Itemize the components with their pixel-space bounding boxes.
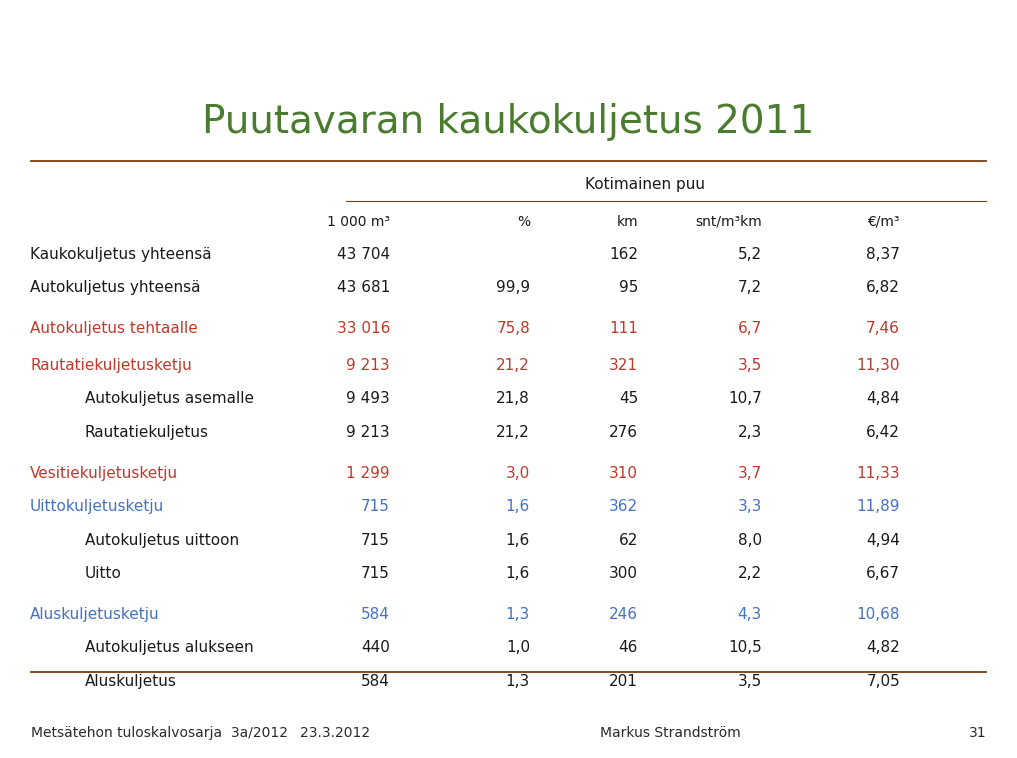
Text: 1,3: 1,3 [505, 674, 530, 688]
Text: Aluskuljetus: Aluskuljetus [85, 674, 177, 688]
Text: 3,7: 3,7 [737, 465, 762, 481]
Text: 1,6: 1,6 [505, 566, 530, 581]
Text: www.metsateho.fi: www.metsateho.fi [853, 24, 992, 39]
Text: 362: 362 [609, 499, 638, 514]
Polygon shape [33, 52, 45, 64]
Text: Autokuljetus tehtaalle: Autokuljetus tehtaalle [29, 321, 197, 336]
Text: snt/m³km: snt/m³km [696, 215, 762, 229]
Text: 1,0: 1,0 [505, 641, 530, 655]
Text: Markus Strandström: Markus Strandström [600, 726, 740, 740]
Text: Autokuljetus asemalle: Autokuljetus asemalle [85, 391, 254, 406]
Text: %: % [517, 215, 530, 229]
Text: 21,2: 21,2 [496, 358, 530, 373]
Text: 11,33: 11,33 [856, 465, 900, 481]
Polygon shape [16, 3, 61, 56]
Text: €/m³: €/m³ [868, 215, 900, 229]
Text: 1 299: 1 299 [347, 465, 390, 481]
Text: 21,8: 21,8 [496, 391, 530, 406]
Text: 300: 300 [609, 566, 638, 581]
Text: Rautatiekuljetus: Rautatiekuljetus [85, 425, 210, 440]
Text: 3,5: 3,5 [737, 358, 762, 373]
Text: Autokuljetus uittoon: Autokuljetus uittoon [85, 533, 239, 547]
Text: 584: 584 [361, 606, 390, 622]
Text: 440: 440 [361, 641, 390, 655]
Text: 6,7: 6,7 [737, 321, 762, 336]
Text: 1 000 m³: 1 000 m³ [327, 215, 390, 229]
Text: 201: 201 [609, 674, 638, 688]
Text: Autokuljetus yhteensä: Autokuljetus yhteensä [29, 280, 200, 295]
Text: 4,3: 4,3 [737, 606, 762, 622]
Text: 8,0: 8,0 [738, 533, 762, 547]
Text: 45: 45 [618, 391, 638, 406]
Text: Metsätehon tuloskalvosarja  3a/2012: Metsätehon tuloskalvosarja 3a/2012 [31, 726, 288, 740]
Text: 1,6: 1,6 [505, 533, 530, 547]
Text: 715: 715 [361, 533, 390, 547]
Text: 6,82: 6,82 [866, 280, 900, 295]
Text: 43 681: 43 681 [337, 280, 390, 295]
Text: 95: 95 [618, 280, 638, 295]
Text: 4,84: 4,84 [866, 391, 900, 406]
Text: 9 493: 9 493 [346, 391, 390, 406]
Text: 4,82: 4,82 [866, 641, 900, 655]
Text: 9 213: 9 213 [347, 358, 390, 373]
Text: 715: 715 [361, 566, 390, 581]
Text: 99,9: 99,9 [496, 280, 530, 295]
Text: 10,68: 10,68 [856, 606, 900, 622]
Text: 75,8: 75,8 [496, 321, 530, 336]
Text: Vesitiekuljetusketju: Vesitiekuljetusketju [29, 465, 178, 481]
Text: 584: 584 [361, 674, 390, 688]
Text: 276: 276 [609, 425, 638, 440]
Text: Kaukokuljetus yhteensä: Kaukokuljetus yhteensä [29, 247, 212, 262]
Text: 33 016: 33 016 [337, 321, 390, 336]
Text: 6,42: 6,42 [866, 425, 900, 440]
Text: 11,89: 11,89 [856, 499, 900, 514]
Text: 6,67: 6,67 [866, 566, 900, 581]
Text: Kotimainen puu: Kotimainen puu [585, 177, 705, 192]
Text: 3,5: 3,5 [737, 674, 762, 688]
Text: 3,3: 3,3 [737, 499, 762, 514]
Text: Puutavaran kaukokuljetus 2011: Puutavaran kaukokuljetus 2011 [202, 102, 815, 140]
Text: 2,2: 2,2 [738, 566, 762, 581]
Text: 1,6: 1,6 [505, 499, 530, 514]
Text: 715: 715 [361, 499, 390, 514]
Text: 4,94: 4,94 [866, 533, 900, 547]
Text: Metsäteho: Metsäteho [76, 17, 258, 46]
Text: 246: 246 [609, 606, 638, 622]
Text: 321: 321 [609, 358, 638, 373]
Text: Aluskuljetusketju: Aluskuljetusketju [29, 606, 160, 622]
Text: 111: 111 [609, 321, 638, 336]
Text: Uittokuljetusketju: Uittokuljetusketju [29, 499, 165, 514]
Text: 2,3: 2,3 [737, 425, 762, 440]
Text: 7,05: 7,05 [866, 674, 900, 688]
Text: 11,30: 11,30 [856, 358, 900, 373]
Text: 23.3.2012: 23.3.2012 [300, 726, 370, 740]
Text: 62: 62 [618, 533, 638, 547]
Text: Autokuljetus alukseen: Autokuljetus alukseen [85, 641, 253, 655]
Text: 310: 310 [609, 465, 638, 481]
Text: 9 213: 9 213 [347, 425, 390, 440]
Text: 7,46: 7,46 [866, 321, 900, 336]
Text: 31: 31 [969, 726, 986, 740]
Text: 3,0: 3,0 [505, 465, 530, 481]
Text: 43 704: 43 704 [337, 247, 390, 262]
Text: km: km [616, 215, 638, 229]
Text: Rautatiekuljetusketju: Rautatiekuljetusketju [29, 358, 192, 373]
Text: 10,5: 10,5 [728, 641, 762, 655]
Text: 1,3: 1,3 [505, 606, 530, 622]
Text: 5,2: 5,2 [738, 247, 762, 262]
Text: Uitto: Uitto [85, 566, 122, 581]
Text: 21,2: 21,2 [496, 425, 530, 440]
Text: 8,37: 8,37 [866, 247, 900, 262]
Text: 10,7: 10,7 [728, 391, 762, 406]
Text: 46: 46 [618, 641, 638, 655]
Text: 162: 162 [609, 247, 638, 262]
Text: 7,2: 7,2 [738, 280, 762, 295]
